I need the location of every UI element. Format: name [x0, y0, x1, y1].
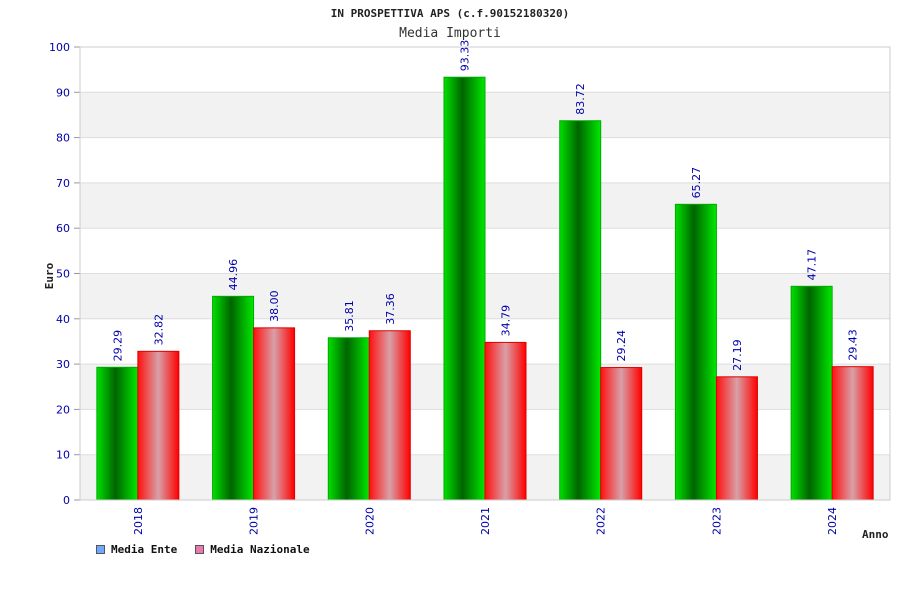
y-tick-label: 80 — [56, 132, 70, 145]
x-tick-label: 2018 — [132, 507, 145, 535]
chart-title: IN PROSPETTIVA APS (c.f.90152180320) — [330, 7, 570, 20]
data-label: 93.33 — [459, 40, 472, 72]
bar-media-nazionale-2021 — [484, 341, 527, 501]
x-tick-label: 2019 — [248, 507, 261, 535]
bar-media-ente-2019 — [212, 295, 255, 501]
legend-item-media-ente: Media Ente — [96, 543, 177, 556]
bar-media-nazionale-2024 — [831, 366, 874, 501]
x-tick-label: 2021 — [479, 507, 492, 535]
data-label: 27.19 — [731, 339, 744, 371]
y-tick-label: 100 — [49, 41, 70, 54]
data-label: 47.17 — [806, 249, 819, 281]
y-tick-label: 50 — [56, 268, 70, 281]
x-tick-label: 2020 — [363, 507, 376, 535]
data-label: 37.36 — [384, 293, 397, 325]
y-tick-label: 10 — [56, 449, 70, 462]
legend-swatch-media-ente — [96, 545, 105, 554]
bar-media-ente-2018 — [96, 366, 139, 501]
y-tick-label: 0 — [63, 494, 70, 507]
y-axis-label: Euro — [43, 262, 56, 289]
data-label: 65.27 — [690, 167, 703, 199]
data-label: 35.81 — [343, 300, 356, 332]
y-tick-label: 90 — [56, 86, 70, 99]
y-tick-label: 20 — [56, 403, 70, 416]
data-label: 32.82 — [152, 314, 165, 346]
bar-media-nazionale-2023 — [715, 376, 758, 501]
bar-media-nazionale-2020 — [368, 330, 411, 501]
bar-media-nazionale-2022 — [600, 367, 643, 501]
legend-label-media-nazionale: Media Nazionale — [210, 543, 310, 556]
data-label: 44.96 — [227, 259, 240, 290]
y-tick-label: 60 — [56, 222, 70, 235]
x-axis-label: Anno — [862, 528, 889, 541]
x-tick-label: 2022 — [595, 507, 608, 535]
data-label: 83.72 — [574, 83, 587, 115]
bar-media-ente-2022 — [559, 120, 602, 501]
data-label: 29.43 — [847, 329, 860, 361]
plot-frame — [79, 46, 891, 501]
data-label: 34.79 — [500, 305, 513, 337]
bar-media-ente-2024 — [790, 285, 833, 501]
chart-subtitle: Media Importi — [399, 26, 501, 41]
bar-media-ente-2020 — [327, 337, 370, 501]
data-label: 29.24 — [615, 330, 628, 362]
legend-item-media-nazionale: Media Nazionale — [195, 543, 310, 556]
x-tick-label: 2024 — [826, 507, 839, 535]
legend-swatch-media-nazionale — [195, 545, 205, 554]
data-label: 29.29 — [111, 330, 124, 362]
bar-media-nazionale-2019 — [253, 327, 296, 501]
data-label: 38.00 — [268, 290, 281, 322]
bar-media-nazionale-2018 — [137, 350, 180, 501]
legend: Media Ente Media Nazionale — [96, 543, 310, 556]
bar-media-ente-2021 — [443, 76, 486, 501]
legend-label-media-ente: Media Ente — [111, 543, 178, 556]
bar-media-ente-2023 — [674, 203, 717, 501]
y-tick-label: 40 — [56, 313, 70, 326]
x-tick-label: 2023 — [710, 507, 723, 535]
y-tick-label: 30 — [56, 358, 70, 371]
y-tick-label: 70 — [56, 177, 70, 190]
